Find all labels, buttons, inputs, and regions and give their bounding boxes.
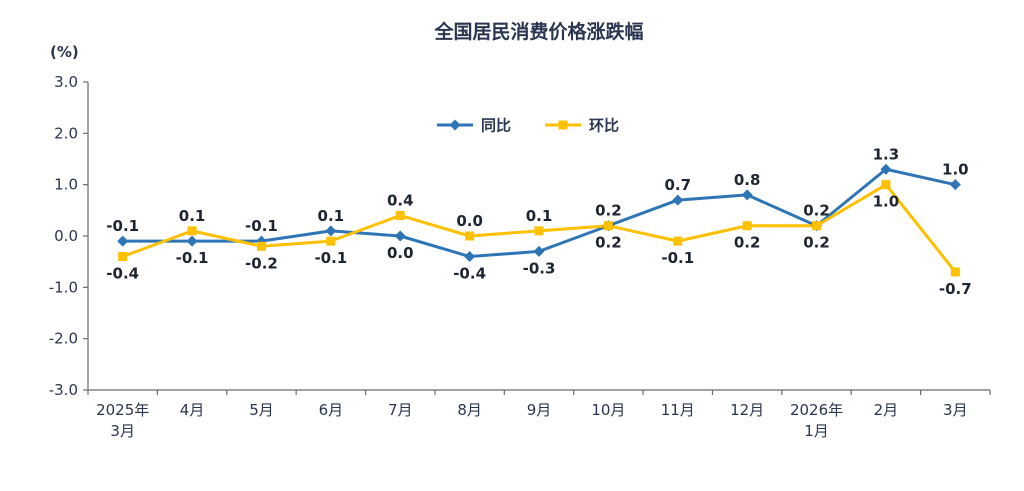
square-marker	[187, 226, 197, 236]
data-label: -0.2	[245, 254, 278, 272]
legend-label: 环比	[589, 117, 619, 135]
square-marker	[118, 252, 128, 262]
data-label: 0.0	[456, 212, 483, 230]
data-label: 0.2	[803, 234, 830, 252]
data-label: -0.1	[245, 217, 278, 235]
data-label: -0.4	[453, 265, 486, 283]
square-marker	[395, 210, 405, 220]
square-marker	[256, 241, 266, 251]
x-category-label: 11月	[661, 401, 695, 419]
data-label: 0.2	[595, 234, 622, 252]
data-label: 0.8	[734, 171, 761, 189]
diamond-marker	[741, 189, 753, 201]
square-marker	[534, 226, 544, 236]
data-label: 0.0	[387, 244, 414, 262]
x-category-label: 10月	[591, 401, 625, 419]
data-label: 0.2	[595, 202, 622, 220]
y-tick-label: 3.0	[54, 73, 78, 91]
data-label: -0.4	[106, 265, 139, 283]
y-tick-label: 2.0	[54, 124, 78, 142]
y-axis-labels: 3.0 2.0 1.0 0.0 -1.0 -2.0 -3.0	[49, 73, 88, 399]
square-marker	[881, 180, 891, 190]
diamond-marker	[880, 163, 892, 175]
chart-legend: 同比 环比	[437, 117, 619, 135]
data-label: -0.3	[523, 259, 556, 277]
chart-title: 全国居民消费价格涨跌幅	[433, 20, 643, 43]
diamond-marker	[464, 251, 476, 263]
square-marker	[950, 267, 960, 277]
data-label: 1.0	[942, 161, 969, 179]
square-marker	[603, 221, 613, 231]
x-category-label: 4月	[180, 401, 205, 419]
square-marker	[673, 236, 683, 246]
data-label: 0.7	[664, 176, 691, 194]
x-category-label: 2月	[874, 401, 899, 419]
diamond-marker	[186, 235, 198, 247]
diamond-marker	[394, 230, 406, 242]
square-marker	[812, 221, 822, 231]
legend-label: 同比	[481, 117, 511, 135]
x-axis-labels: 2025年 3月 4月 5月 6月 7月 8月 9月 10月 11月 12月 2026年 1月 2月 3月	[87, 390, 991, 440]
data-label: -0.1	[661, 249, 694, 267]
x-category-label: 3月	[943, 401, 968, 419]
y-tick-label: 1.0	[54, 176, 78, 194]
square-marker	[465, 231, 475, 241]
data-label: 1.3	[873, 145, 900, 163]
axes	[87, 82, 990, 391]
y-tick-label: -1.0	[49, 278, 78, 296]
x-category-label: 5月	[249, 401, 274, 419]
diamond-marker	[325, 225, 337, 237]
data-label: -0.1	[106, 217, 139, 235]
data-label: 0.2	[734, 234, 761, 252]
x-category-label: 9月	[527, 401, 552, 419]
data-label: -0.7	[939, 280, 972, 298]
data-label: 1.0	[873, 193, 900, 211]
diamond-marker	[672, 194, 684, 206]
x-category-label: 12月	[730, 401, 764, 419]
data-label: 0.1	[179, 207, 206, 225]
x-category-label: 2025年 3月	[96, 401, 149, 440]
data-label: 0.1	[318, 207, 345, 225]
legend-square-marker	[558, 120, 568, 130]
series-lines	[117, 163, 961, 277]
x-category-label: 7月	[388, 401, 413, 419]
data-label: -0.1	[314, 249, 347, 267]
square-marker	[742, 221, 752, 231]
x-category-label: 2026年 1月	[790, 401, 843, 440]
y-tick-label: 0.0	[54, 227, 78, 245]
data-labels: -0.1 -0.4 0.1 -0.1 -0.1 -0.2 0.1 -0.1 0.4 0.0 0.0 -…	[106, 145, 971, 298]
y-tick-label: -2.0	[49, 330, 78, 348]
data-label: 0.4	[387, 191, 414, 209]
data-label: 0.2	[803, 202, 830, 220]
legend-diamond-marker	[449, 119, 461, 131]
data-label: -0.1	[176, 249, 209, 267]
y-axis-unit-label: (%)	[50, 43, 79, 61]
x-category-label: 6月	[319, 401, 344, 419]
square-marker	[326, 236, 336, 246]
data-label: 0.1	[526, 207, 553, 225]
x-category-label: 8月	[457, 401, 482, 419]
y-tick-label: -3.0	[49, 381, 78, 399]
diamond-marker	[117, 235, 129, 247]
axis-lines	[87, 82, 990, 391]
diamond-marker	[533, 245, 545, 257]
diamond-marker	[949, 179, 961, 191]
